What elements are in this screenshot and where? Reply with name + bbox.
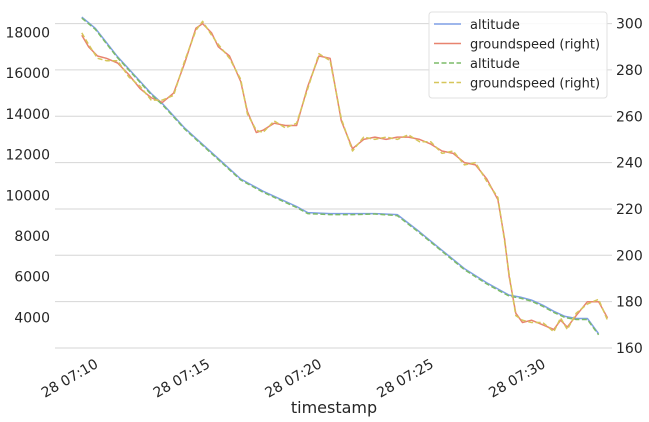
legend-label-4: groundspeed (right) [470, 77, 600, 92]
left-tick-label: 6000 [14, 270, 50, 286]
series-line-1 [81, 16, 600, 335]
x-tick-label: 28 07:15 [151, 356, 213, 401]
right-tick-label: 300 [616, 17, 643, 33]
right-tick-label: 200 [616, 248, 643, 264]
legend-label-1: altitude [470, 18, 520, 33]
x-tick-label: 28 07:10 [39, 356, 101, 401]
series-line-4 [81, 20, 609, 333]
x-axis: 28 07:10 28 07:15 28 07:20 28 07:25 28 07:30 [39, 356, 549, 401]
left-tick-label: 16000 [5, 66, 50, 82]
left-tick-label: 18000 [5, 25, 50, 41]
left-tick-label: 14000 [5, 107, 50, 123]
left-tick-label: 10000 [5, 188, 50, 204]
legend-label-3: altitude [470, 57, 520, 72]
right-tick-label: 160 [616, 341, 643, 357]
right-tick-label: 260 [616, 109, 643, 125]
grid [55, 23, 612, 349]
legend[interactable]: altitude groundspeed (right) altitude groun… [428, 11, 608, 99]
x-tick-label: 28 07:30 [486, 356, 548, 401]
series-line-3 [81, 17, 600, 336]
right-tick-label: 220 [616, 202, 643, 218]
legend-label-2: groundspeed (right) [470, 38, 600, 53]
left-y-axis: 4000 6000 8000 10000 12000 14000 16000 18000 [5, 25, 50, 326]
right-tick-label: 280 [616, 63, 643, 79]
left-tick-label: 12000 [5, 148, 50, 164]
x-tick-label: 28 07:25 [374, 356, 436, 401]
x-tick-label: 28 07:20 [263, 356, 325, 401]
plot-area [81, 16, 609, 336]
x-axis-title: timestamp [291, 398, 377, 417]
left-tick-label: 8000 [14, 229, 50, 245]
right-y-axis: 160 180 200 220 240 260 280 300 [616, 17, 643, 357]
right-tick-label: 240 [616, 156, 643, 172]
left-tick-label: 4000 [14, 310, 50, 326]
right-tick-label: 180 [616, 295, 643, 311]
legend-box [428, 11, 608, 99]
